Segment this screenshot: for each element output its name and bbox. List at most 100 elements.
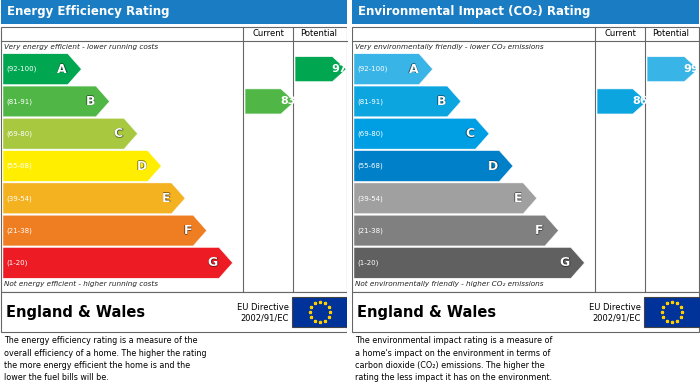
- Text: The energy efficiency rating is a measure of the
overall efficiency of a home. T: The energy efficiency rating is a measur…: [4, 336, 206, 382]
- Text: D: D: [136, 160, 147, 172]
- Text: 99: 99: [683, 64, 699, 74]
- Polygon shape: [3, 118, 137, 149]
- Text: Energy Efficiency Rating: Energy Efficiency Rating: [7, 5, 169, 18]
- Text: G: G: [208, 256, 218, 269]
- Polygon shape: [3, 248, 232, 278]
- Polygon shape: [3, 86, 109, 117]
- Text: F: F: [184, 224, 192, 237]
- Text: C: C: [114, 128, 123, 141]
- Bar: [644, 297, 700, 327]
- Text: (55-68): (55-68): [6, 163, 32, 169]
- Text: G: G: [560, 256, 570, 269]
- Text: C: C: [465, 127, 474, 140]
- Text: G: G: [207, 256, 218, 269]
- Text: B: B: [85, 95, 95, 108]
- Polygon shape: [597, 89, 647, 114]
- Text: E: E: [162, 191, 171, 204]
- Text: (21-38): (21-38): [357, 227, 383, 234]
- Bar: [292, 297, 348, 327]
- Text: A: A: [57, 63, 66, 75]
- Text: D: D: [136, 159, 147, 172]
- Polygon shape: [354, 183, 537, 213]
- Text: F: F: [536, 224, 544, 238]
- Text: F: F: [183, 224, 192, 237]
- Text: 86: 86: [632, 97, 648, 106]
- Polygon shape: [354, 215, 559, 246]
- Text: Current: Current: [604, 29, 636, 38]
- Text: G: G: [208, 257, 218, 270]
- Text: B: B: [436, 95, 446, 108]
- Text: F: F: [183, 224, 192, 238]
- Text: C: C: [466, 127, 475, 140]
- Polygon shape: [354, 86, 461, 117]
- Text: G: G: [208, 256, 218, 269]
- Bar: [347, 0, 352, 391]
- Text: Very environmentally friendly - lower CO₂ emissions: Very environmentally friendly - lower CO…: [355, 44, 544, 50]
- Text: D: D: [137, 160, 147, 172]
- Bar: [352, 27, 699, 292]
- Text: D: D: [488, 160, 498, 172]
- Text: A: A: [409, 63, 419, 75]
- Text: (1-20): (1-20): [6, 260, 27, 266]
- Text: E: E: [514, 192, 522, 205]
- Text: Potential: Potential: [652, 29, 690, 38]
- Text: B: B: [437, 95, 447, 108]
- Polygon shape: [245, 89, 295, 114]
- Text: E: E: [162, 192, 171, 205]
- Text: C: C: [466, 127, 475, 140]
- Text: 83: 83: [280, 97, 295, 106]
- Text: G: G: [559, 256, 569, 269]
- Text: E: E: [514, 192, 522, 205]
- Text: F: F: [536, 224, 545, 237]
- Text: G: G: [560, 256, 570, 269]
- Polygon shape: [354, 118, 489, 149]
- Text: Environmental Impact (CO₂) Rating: Environmental Impact (CO₂) Rating: [358, 5, 590, 18]
- Text: England & Wales: England & Wales: [357, 305, 496, 319]
- Text: A: A: [57, 62, 66, 75]
- Polygon shape: [354, 151, 513, 181]
- Polygon shape: [354, 54, 433, 84]
- Text: F: F: [183, 224, 192, 237]
- Text: G: G: [560, 257, 570, 270]
- Text: A: A: [408, 63, 418, 76]
- Text: E: E: [162, 192, 170, 205]
- Text: (21-38): (21-38): [6, 227, 32, 234]
- Text: (69-80): (69-80): [357, 131, 383, 137]
- Text: (92-100): (92-100): [6, 66, 36, 72]
- Text: A: A: [57, 63, 66, 75]
- Text: A: A: [57, 63, 67, 75]
- Text: D: D: [136, 160, 147, 173]
- Polygon shape: [647, 57, 699, 82]
- Text: B: B: [85, 95, 95, 108]
- Text: (81-91): (81-91): [6, 98, 32, 105]
- Polygon shape: [3, 215, 206, 246]
- Text: 2002/91/EC: 2002/91/EC: [241, 314, 289, 323]
- Text: G: G: [560, 256, 570, 269]
- Text: (81-91): (81-91): [357, 98, 383, 105]
- Text: Potential: Potential: [300, 29, 337, 38]
- Text: A: A: [408, 63, 418, 75]
- Text: Very energy efficient - lower running costs: Very energy efficient - lower running co…: [4, 44, 158, 50]
- Text: EU Directive: EU Directive: [589, 303, 641, 312]
- Text: D: D: [489, 160, 499, 172]
- Polygon shape: [3, 151, 161, 181]
- Text: Not environmentally friendly - higher CO₂ emissions: Not environmentally friendly - higher CO…: [355, 281, 543, 287]
- Text: E: E: [162, 192, 171, 205]
- Polygon shape: [354, 248, 584, 278]
- Text: B: B: [438, 95, 447, 108]
- Text: England & Wales: England & Wales: [6, 305, 145, 319]
- Text: 2002/91/EC: 2002/91/EC: [593, 314, 641, 323]
- Text: B: B: [437, 95, 447, 108]
- Text: C: C: [466, 128, 475, 141]
- Text: D: D: [488, 160, 498, 172]
- Text: F: F: [536, 224, 544, 237]
- Text: B: B: [86, 95, 95, 108]
- Text: B: B: [437, 95, 447, 108]
- Text: C: C: [114, 127, 123, 140]
- Text: C: C: [114, 127, 123, 140]
- Bar: [352, 292, 699, 332]
- Bar: [1, 292, 347, 332]
- Text: E: E: [514, 191, 522, 204]
- Bar: [1, 0, 347, 24]
- Text: (69-80): (69-80): [6, 131, 32, 137]
